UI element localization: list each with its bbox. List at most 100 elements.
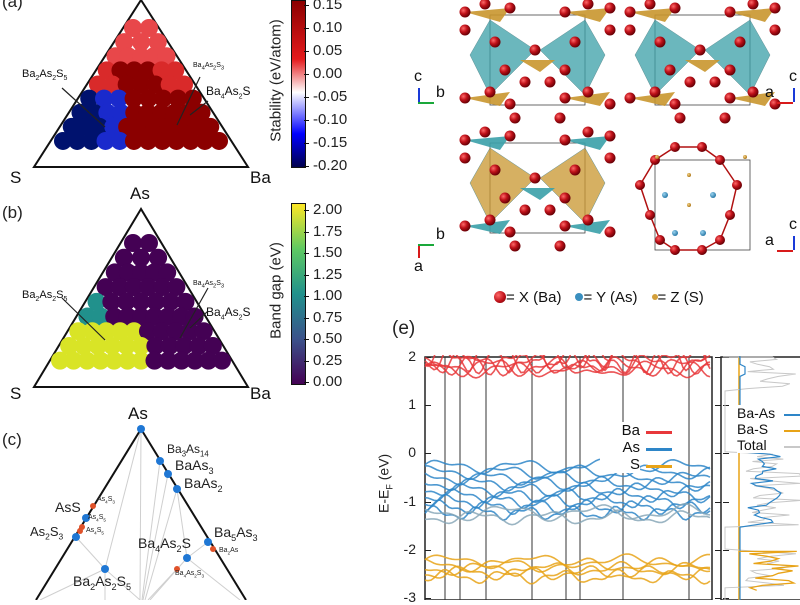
ba-atom [719, 112, 731, 124]
ytick [425, 501, 431, 503]
composition-dot [144, 47, 163, 66]
colorbar-tick-label: 1.50 [313, 244, 343, 261]
composition-dot [152, 322, 171, 341]
s-atom [743, 155, 747, 159]
ba-atom [649, 86, 661, 98]
ba-atom [604, 226, 616, 238]
composition-dot [195, 131, 214, 150]
composition-dot [194, 322, 213, 341]
axis-c-arrow [793, 88, 795, 102]
composition-dot [117, 75, 136, 94]
ba-atom [459, 24, 471, 36]
stable-phase-point [173, 485, 181, 493]
ba-atom [725, 210, 735, 220]
composition-dot [103, 75, 122, 94]
ytick [723, 598, 729, 599]
panel-d-crystal-structures [459, 0, 781, 255]
ba-atom [724, 92, 736, 104]
ba-atom [509, 240, 521, 252]
composition-dot [111, 322, 130, 341]
ba-atom [499, 64, 511, 76]
colorbar-tick-label: 1.00 [313, 287, 343, 304]
ytick-label: 0 [408, 444, 416, 461]
colorbar-tick [304, 166, 309, 167]
ba-atom [769, 98, 781, 110]
unstable-phase-point [174, 566, 180, 572]
composition-dot [172, 307, 191, 326]
ytick [425, 453, 431, 455]
colorbar-tick-label: 0.10 [313, 19, 343, 36]
composition-dot [167, 131, 186, 150]
composition-dot [132, 351, 150, 370]
colorbar-tick-label: 1.25 [313, 265, 343, 283]
ba-atom [544, 76, 556, 88]
composition-dot [125, 61, 144, 80]
composition-dot [212, 351, 231, 370]
composition-dot [76, 117, 95, 136]
composition-dot [152, 61, 171, 80]
composition-dot [145, 351, 164, 370]
colorbar-tick [304, 317, 309, 319]
composition-dot [132, 263, 150, 282]
composition-dot [96, 131, 115, 150]
vertex-s-b: S [10, 384, 22, 403]
ytick [723, 405, 729, 407]
ba-atom [559, 6, 571, 18]
ytick [425, 549, 431, 551]
stability-colorbar-title: Stability (eV/atom) [267, 19, 285, 142]
band-line [424, 470, 711, 486]
axis-label-b: b [436, 226, 445, 243]
ba-atom [554, 112, 566, 124]
axis-label-a: a [765, 232, 774, 249]
composition-dot [139, 131, 158, 150]
band-line [424, 502, 711, 522]
ytick [715, 405, 721, 407]
composition-dot [64, 351, 83, 370]
composition-dot [105, 307, 124, 326]
ba-atom [624, 24, 636, 36]
composition-dot [166, 322, 185, 341]
ba-atom [519, 76, 531, 88]
blue-sphere-icon [575, 293, 584, 301]
panel-b-ternary [32, 207, 250, 388]
colorbar-tick [304, 339, 309, 340]
annotation-arrow [189, 310, 209, 329]
composition-dot [167, 278, 186, 297]
stable-phase-point [164, 470, 172, 478]
ba-atom [747, 0, 759, 10]
bandgap-dots [51, 234, 231, 370]
ba-atom [509, 112, 521, 124]
composition-dot [106, 47, 125, 66]
as-atom [672, 230, 678, 236]
composition-dot [98, 103, 117, 122]
panel-a-label: (a) [2, 0, 23, 11]
dos-legend-swatch [784, 430, 800, 432]
composition-dot [78, 307, 97, 326]
axis-a-arrow [418, 244, 420, 258]
composition-dot [91, 307, 110, 326]
ytick-label: -1 [403, 492, 416, 509]
colorbar-tick-label: 0.25 [313, 351, 343, 369]
ba-atom [604, 130, 616, 142]
ba-atom [582, 214, 594, 226]
composition-dot [69, 322, 88, 341]
structure-1 [459, 0, 616, 124]
composition-dot [124, 19, 142, 37]
ba-atom [604, 152, 616, 164]
ba-atom [559, 64, 571, 76]
composition-dot [172, 351, 191, 370]
band-legend-swatch [646, 431, 672, 434]
ytick [723, 501, 729, 503]
composition-dot [148, 33, 167, 52]
axis-c-arrow [793, 236, 795, 250]
composition-dot [110, 131, 129, 150]
band-line [424, 458, 711, 475]
s-atom [687, 203, 691, 207]
annotation-arrow [176, 76, 201, 126]
composition-dot [118, 263, 137, 282]
panel-a-ternary [32, 0, 250, 168]
composition-dot [105, 263, 124, 282]
ba-atom [582, 126, 594, 138]
composition-dot [104, 117, 123, 136]
composition-dot [168, 89, 187, 108]
